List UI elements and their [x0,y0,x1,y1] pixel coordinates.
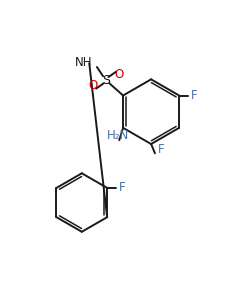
Text: NH: NH [75,56,92,69]
Text: O: O [115,68,124,81]
Text: S: S [102,74,110,87]
Text: F: F [119,181,125,194]
Text: H₂N: H₂N [107,129,130,142]
Text: F: F [191,89,197,102]
Text: F: F [158,143,165,156]
Text: O: O [88,79,98,92]
